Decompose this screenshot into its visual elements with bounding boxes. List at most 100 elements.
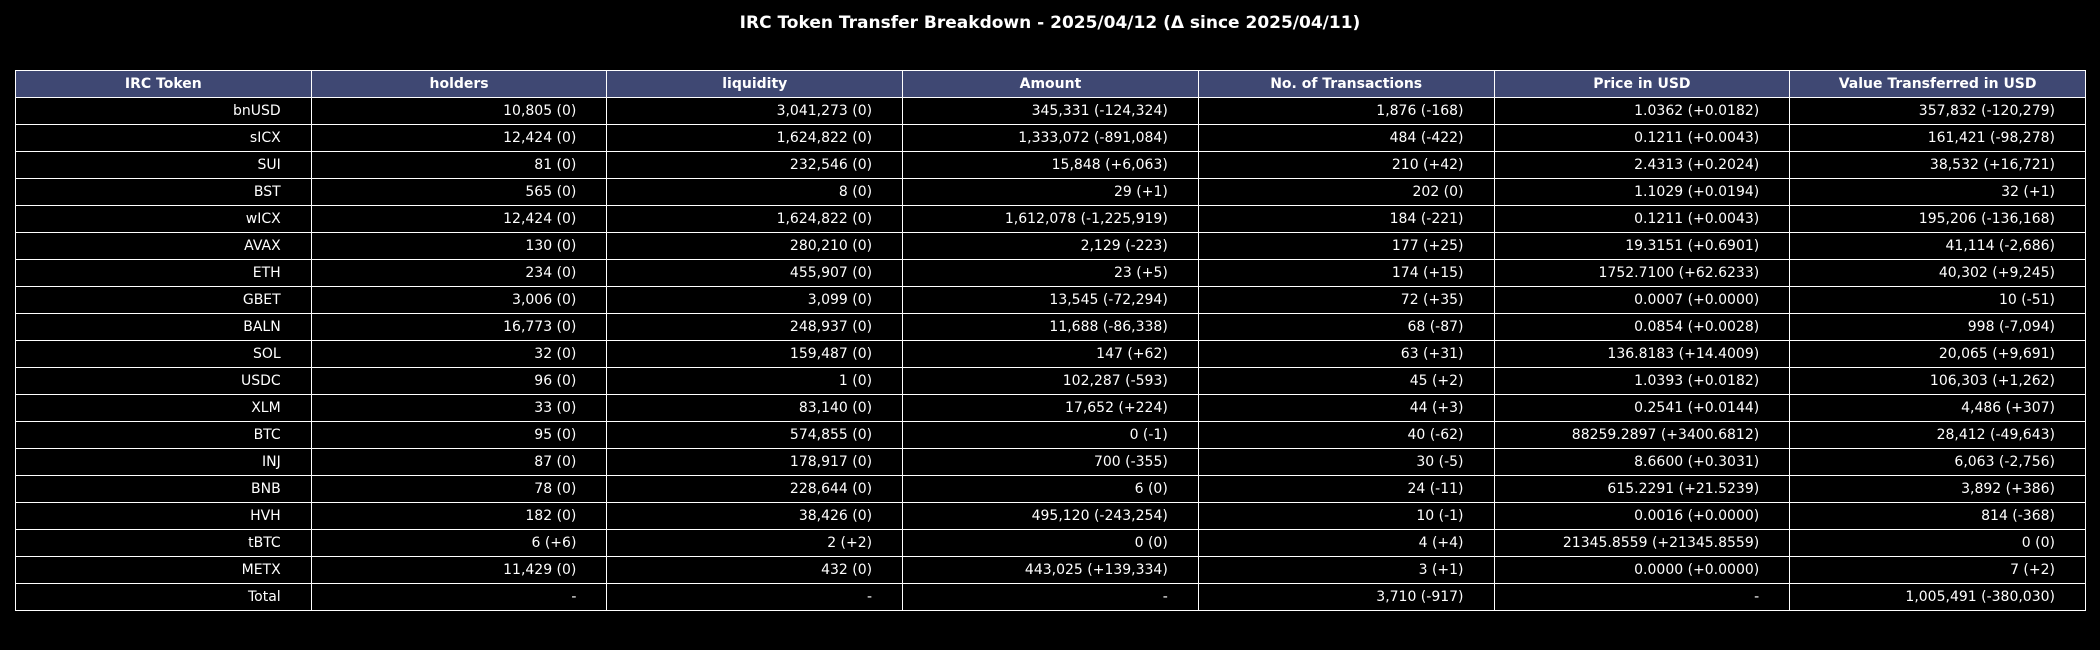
table-cell: 28,412 (-49,643) — [1789, 421, 2086, 449]
table-cell: 44 (+3) — [1197, 394, 1495, 422]
table-cell: - — [1493, 583, 1791, 611]
table-cell: 6 (0) — [902, 475, 1199, 503]
table-row: BST 565 (0) 8 (0) 29 (+1) 202 (0) 1.1029 (+0.… — [15, 178, 2086, 206]
table-cell: 1.1029 (+0.0194) — [1493, 178, 1791, 206]
token-name-cell: BTC — [15, 421, 312, 449]
table-cell: 280,210 (0) — [606, 232, 904, 260]
table-cell: 161,421 (-98,278) — [1789, 124, 2086, 152]
table-row: SOL 32 (0) 159,487 (0) 147 (+62) 63 (+31) 136… — [15, 340, 2086, 368]
table-cell: 345,331 (-124,324) — [902, 97, 1199, 125]
table-row: sICX 12,424 (0) 1,624,822 (0) 1,333,072 (-8… — [15, 124, 2086, 152]
table-cell: 248,937 (0) — [606, 313, 904, 341]
table-cell: 68 (-87) — [1197, 313, 1495, 341]
table-cell: 147 (+62) — [902, 340, 1199, 368]
token-name-cell: HVH — [15, 502, 312, 530]
table-cell: 12,424 (0) — [310, 124, 608, 152]
table-cell: 177 (+25) — [1197, 232, 1495, 260]
table-cell: 3,006 (0) — [310, 286, 608, 314]
token-name-cell: BALN — [15, 313, 312, 341]
token-transfer-table: IRC Token holders liquidity Amount No. of Tr… — [15, 70, 2086, 611]
table-cell: 38,532 (+16,721) — [1789, 151, 2086, 179]
table-cell: 63 (+31) — [1197, 340, 1495, 368]
token-name-cell: METX — [15, 556, 312, 584]
token-name-cell: Total — [15, 583, 312, 611]
table-cell: 1 (0) — [606, 367, 904, 395]
table-cell: 432 (0) — [606, 556, 904, 584]
table-cell: 32 (0) — [310, 340, 608, 368]
table-cell: 102,287 (-593) — [902, 367, 1199, 395]
table-row: SUI 81 (0) 232,546 (0) 15,848 (+6,063) 210 (… — [15, 151, 2086, 179]
table-row: ETH 234 (0) 455,907 (0) 23 (+5) 174 (+15) 175… — [15, 259, 2086, 287]
table-cell: 1,333,072 (-891,084) — [902, 124, 1199, 152]
table-cell: 2 (+2) — [606, 529, 904, 557]
token-name-cell: XLM — [15, 394, 312, 422]
token-name-cell: tBTC — [15, 529, 312, 557]
table-cell: 11,429 (0) — [310, 556, 608, 584]
table-cell: 1,624,822 (0) — [606, 124, 904, 152]
table-cell: 88259.2897 (+3400.6812) — [1493, 421, 1791, 449]
table-cell: 0 (0) — [902, 529, 1199, 557]
table-cell: 357,832 (-120,279) — [1789, 97, 2086, 125]
table-row: USDC 96 (0) 1 (0) 102,287 (-593) 45 (+2) 1.03… — [15, 367, 2086, 395]
table-cell: 574,855 (0) — [606, 421, 904, 449]
token-name-cell: GBET — [15, 286, 312, 314]
table-cell: 615.2291 (+21.5239) — [1493, 475, 1791, 503]
table-cell: 40 (-62) — [1197, 421, 1495, 449]
table-cell: 184 (-221) — [1197, 205, 1495, 233]
table-row: BNB 78 (0) 228,644 (0) 6 (0) 24 (-11) 615.229… — [15, 475, 2086, 503]
token-name-cell: wICX — [15, 205, 312, 233]
table-cell: 15,848 (+6,063) — [902, 151, 1199, 179]
table-cell: 130 (0) — [310, 232, 608, 260]
table-cell: 159,487 (0) — [606, 340, 904, 368]
table-cell: 87 (0) — [310, 448, 608, 476]
table-cell: 210 (+42) — [1197, 151, 1495, 179]
table-cell: 232,546 (0) — [606, 151, 904, 179]
table-cell: 12,424 (0) — [310, 205, 608, 233]
table-cell: 234 (0) — [310, 259, 608, 287]
table-cell: 1,005,491 (-380,030) — [1789, 583, 2086, 611]
table-cell: 998 (-7,094) — [1789, 313, 2086, 341]
table-cell: 40,302 (+9,245) — [1789, 259, 2086, 287]
column-header: holders — [310, 70, 608, 98]
token-name-cell: bnUSD — [15, 97, 312, 125]
table-cell: 8.6600 (+0.3031) — [1493, 448, 1791, 476]
table-row: wICX 12,424 (0) 1,624,822 (0) 1,612,078 (-1… — [15, 205, 2086, 233]
table-cell: 455,907 (0) — [606, 259, 904, 287]
table-cell: 1,612,078 (-1,225,919) — [902, 205, 1199, 233]
table-cell: 45 (+2) — [1197, 367, 1495, 395]
table-cell: 96 (0) — [310, 367, 608, 395]
table-cell: 195,206 (-136,168) — [1789, 205, 2086, 233]
column-header: IRC Token — [15, 70, 312, 98]
table-cell: 83,140 (0) — [606, 394, 904, 422]
table-cell: 10,805 (0) — [310, 97, 608, 125]
table-cell: 24 (-11) — [1197, 475, 1495, 503]
header-row: IRC Token holders liquidity Amount No. of Tr… — [15, 70, 2086, 98]
table-cell: 17,652 (+224) — [902, 394, 1199, 422]
table-cell: 38,426 (0) — [606, 502, 904, 530]
table-cell: 202 (0) — [1197, 178, 1495, 206]
table-row: XLM 33 (0) 83,140 (0) 17,652 (+224) 44 (+3) 0… — [15, 394, 2086, 422]
token-name-cell: USDC — [15, 367, 312, 395]
table-cell: 443,025 (+139,334) — [902, 556, 1199, 584]
token-name-cell: BNB — [15, 475, 312, 503]
table-row: Total - - -3,710 (-917) -1,005,491 (-380,030… — [15, 583, 2086, 611]
table-row: BTC 95 (0) 574,855 (0) 0 (-1) 40 (-62) 88259.… — [15, 421, 2086, 449]
table-cell: - — [902, 583, 1199, 611]
table-cell: 33 (0) — [310, 394, 608, 422]
table-cell: 20,065 (+9,691) — [1789, 340, 2086, 368]
table-cell: 21345.8559 (+21345.8559) — [1493, 529, 1791, 557]
table-cell: 106,303 (+1,262) — [1789, 367, 2086, 395]
chart-title: IRC Token Transfer Breakdown - 2025/04/1… — [739, 13, 1361, 33]
table-cell: 700 (-355) — [902, 448, 1199, 476]
table-row: BALN 16,773 (0) 248,937 (0) 11,688 (-86,338… — [15, 313, 2086, 341]
table-cell: 182 (0) — [310, 502, 608, 530]
table-cell: 495,120 (-243,254) — [902, 502, 1199, 530]
table-cell: 2,129 (-223) — [902, 232, 1199, 260]
table-row: bnUSD 10,805 (0) 3,041,273 (0) 345,331 (-12… — [15, 97, 2086, 125]
table-cell: 1.0393 (+0.0182) — [1493, 367, 1791, 395]
token-name-cell: INJ — [15, 448, 312, 476]
table-cell: 0.0000 (+0.0000) — [1493, 556, 1791, 584]
column-header: Amount — [902, 70, 1199, 98]
table-cell: 6 (+6) — [310, 529, 608, 557]
table-row: INJ 87 (0) 178,917 (0) 700 (-355) 30 (-5) 8.6… — [15, 448, 2086, 476]
